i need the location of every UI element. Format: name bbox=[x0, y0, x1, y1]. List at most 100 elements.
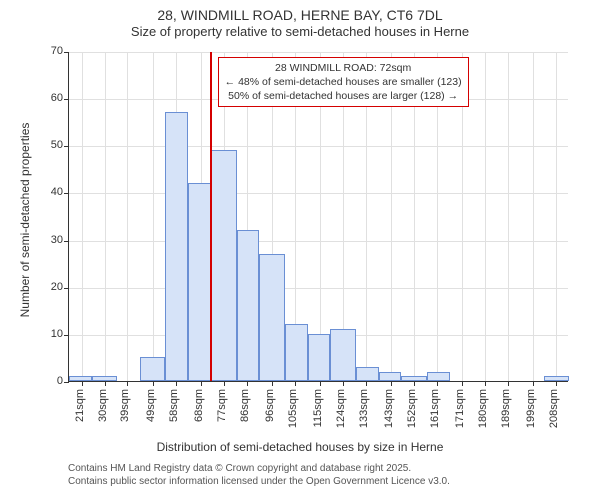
x-tick-label: 39sqm bbox=[119, 389, 131, 422]
annotation-line: 28 WINDMILL ROAD: 72sqm bbox=[225, 61, 462, 75]
grid-line bbox=[69, 146, 568, 147]
histogram: 01020304050607021sqm30sqm39sqm49sqm58sqm… bbox=[68, 52, 568, 382]
grid-line bbox=[69, 52, 568, 53]
histogram-bar bbox=[188, 183, 211, 381]
grid-line bbox=[153, 52, 154, 381]
y-tick-label: 10 bbox=[51, 328, 63, 340]
x-tick-label: 115sqm bbox=[312, 389, 324, 427]
x-tick-mark bbox=[485, 381, 486, 386]
grid-line bbox=[485, 52, 486, 381]
y-tick-mark bbox=[64, 335, 69, 336]
x-tick-mark bbox=[437, 381, 438, 386]
y-tick-mark bbox=[64, 99, 69, 100]
histogram-bar bbox=[259, 254, 284, 381]
histogram-bar bbox=[427, 372, 450, 381]
histogram-bar bbox=[330, 329, 355, 381]
x-tick-mark bbox=[82, 381, 83, 386]
histogram-bar bbox=[285, 324, 308, 381]
grid-line bbox=[69, 193, 568, 194]
histogram-bar bbox=[211, 150, 236, 381]
y-tick-mark bbox=[64, 241, 69, 242]
y-tick-label: 0 bbox=[57, 375, 63, 387]
x-tick-label: 96sqm bbox=[264, 389, 276, 422]
x-tick-label: 180sqm bbox=[477, 389, 489, 428]
x-tick-mark bbox=[295, 381, 296, 386]
x-tick-label: 86sqm bbox=[239, 389, 251, 422]
histogram-bar bbox=[308, 334, 331, 381]
x-tick-mark bbox=[176, 381, 177, 386]
y-tick-mark bbox=[64, 193, 69, 194]
y-tick-mark bbox=[64, 382, 69, 383]
x-tick-mark bbox=[247, 381, 248, 386]
y-tick-label: 60 bbox=[51, 92, 63, 104]
x-tick-label: 208sqm bbox=[548, 389, 560, 428]
x-tick-label: 124sqm bbox=[335, 389, 347, 428]
x-tick-mark bbox=[391, 381, 392, 386]
annotation-line: ← 48% of semi-detached houses are smalle… bbox=[225, 75, 462, 89]
title-line-2: Size of property relative to semi-detach… bbox=[0, 24, 600, 41]
x-tick-label: 161sqm bbox=[429, 389, 441, 428]
y-tick-label: 40 bbox=[51, 186, 63, 198]
histogram-bar bbox=[92, 376, 117, 381]
x-tick-mark bbox=[343, 381, 344, 386]
x-tick-label: 105sqm bbox=[287, 389, 299, 428]
x-tick-mark bbox=[556, 381, 557, 386]
y-tick-mark bbox=[64, 52, 69, 53]
x-tick-label: 49sqm bbox=[145, 389, 157, 422]
x-tick-mark bbox=[127, 381, 128, 386]
footnote: Contains HM Land Registry data © Crown c… bbox=[68, 462, 450, 488]
x-tick-label: 189sqm bbox=[500, 389, 512, 428]
x-tick-label: 133sqm bbox=[358, 389, 370, 428]
annotation-box: 28 WINDMILL ROAD: 72sqm← 48% of semi-det… bbox=[218, 57, 469, 108]
x-tick-label: 21sqm bbox=[74, 389, 86, 422]
x-tick-label: 77sqm bbox=[216, 389, 228, 422]
histogram-bar bbox=[401, 376, 426, 381]
histogram-bar bbox=[544, 376, 569, 381]
x-tick-label: 171sqm bbox=[454, 389, 466, 428]
x-tick-mark bbox=[533, 381, 534, 386]
y-tick-label: 70 bbox=[51, 45, 63, 57]
plot-area: 01020304050607021sqm30sqm39sqm49sqm58sqm… bbox=[68, 52, 568, 382]
x-tick-label: 199sqm bbox=[525, 389, 537, 428]
x-tick-mark bbox=[153, 381, 154, 386]
grid-line bbox=[556, 52, 557, 381]
x-tick-mark bbox=[105, 381, 106, 386]
histogram-bar bbox=[165, 112, 188, 381]
grid-line bbox=[533, 52, 534, 381]
x-tick-mark bbox=[462, 381, 463, 386]
grid-line bbox=[105, 52, 106, 381]
x-tick-label: 143sqm bbox=[383, 389, 395, 428]
x-tick-mark bbox=[320, 381, 321, 386]
grid-line bbox=[69, 288, 568, 289]
reference-line bbox=[210, 52, 212, 381]
histogram-bar bbox=[379, 372, 402, 381]
title-line-1: 28, WINDMILL ROAD, HERNE BAY, CT6 7DL bbox=[0, 6, 600, 24]
y-tick-label: 50 bbox=[51, 139, 63, 151]
x-tick-label: 152sqm bbox=[406, 389, 418, 428]
y-tick-label: 30 bbox=[51, 234, 63, 246]
footnote-line-2: Contains public sector information licen… bbox=[68, 475, 450, 488]
x-tick-label: 68sqm bbox=[193, 389, 205, 422]
figure-container: 28, WINDMILL ROAD, HERNE BAY, CT6 7DL Si… bbox=[0, 0, 600, 500]
histogram-bar bbox=[356, 367, 379, 381]
grid-line bbox=[82, 52, 83, 381]
x-axis-label: Distribution of semi-detached houses by … bbox=[0, 440, 600, 454]
x-tick-mark bbox=[201, 381, 202, 386]
grid-line bbox=[127, 52, 128, 381]
x-tick-mark bbox=[366, 381, 367, 386]
histogram-bar bbox=[69, 376, 92, 381]
histogram-bar bbox=[237, 230, 260, 381]
grid-line bbox=[69, 241, 568, 242]
x-tick-mark bbox=[414, 381, 415, 386]
y-tick-mark bbox=[64, 146, 69, 147]
annotation-line: 50% of semi-detached houses are larger (… bbox=[225, 89, 462, 103]
x-tick-mark bbox=[224, 381, 225, 386]
x-tick-mark bbox=[508, 381, 509, 386]
x-tick-label: 58sqm bbox=[168, 389, 180, 422]
histogram-bar bbox=[140, 357, 165, 381]
x-tick-mark bbox=[272, 381, 273, 386]
y-tick-mark bbox=[64, 288, 69, 289]
y-axis-label: Number of semi-detached properties bbox=[18, 123, 32, 318]
grid-line bbox=[508, 52, 509, 381]
footnote-line-1: Contains HM Land Registry data © Crown c… bbox=[68, 462, 450, 475]
